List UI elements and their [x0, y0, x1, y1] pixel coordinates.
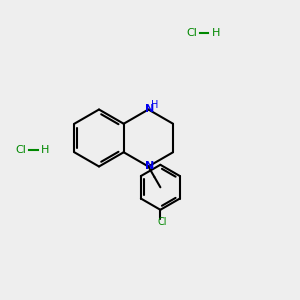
Text: Cl: Cl: [186, 28, 197, 38]
Text: H: H: [40, 145, 49, 155]
Text: H: H: [151, 100, 159, 110]
Text: H: H: [212, 28, 220, 38]
Text: N: N: [145, 104, 154, 114]
Text: Cl: Cl: [157, 218, 167, 227]
Text: Cl: Cl: [15, 145, 26, 155]
Text: N: N: [145, 161, 154, 172]
